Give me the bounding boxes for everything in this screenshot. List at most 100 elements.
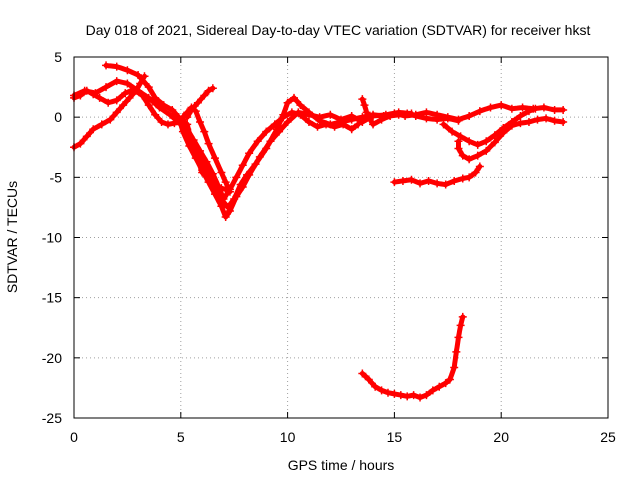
data-point xyxy=(473,140,482,149)
data-point xyxy=(76,91,85,100)
series-track-k xyxy=(454,114,568,164)
data-point xyxy=(439,120,448,129)
data-point xyxy=(193,155,202,164)
x-tick-label: 5 xyxy=(177,429,185,445)
data-point xyxy=(217,168,226,177)
data-point xyxy=(202,157,211,166)
data-point xyxy=(358,95,367,104)
data-point xyxy=(403,109,412,118)
data-point xyxy=(76,139,85,148)
data-point xyxy=(255,152,264,161)
data-point xyxy=(144,101,153,110)
data-point xyxy=(125,93,134,102)
data-point xyxy=(422,114,431,123)
data-point xyxy=(497,101,506,110)
data-point xyxy=(217,202,226,211)
data-point xyxy=(518,103,527,112)
data-point xyxy=(193,98,202,107)
data-point xyxy=(458,174,467,183)
data-point xyxy=(524,117,533,126)
data-point xyxy=(166,110,175,119)
series-track-l xyxy=(390,162,484,189)
data-point xyxy=(296,110,305,119)
data-point xyxy=(471,168,480,177)
y-tick-label: -5 xyxy=(50,169,63,185)
data-point xyxy=(304,117,313,126)
data-point xyxy=(433,179,442,188)
data-point xyxy=(313,122,322,131)
data-point xyxy=(178,127,187,136)
data-point xyxy=(210,190,219,199)
data-point xyxy=(454,116,463,125)
series-track-m xyxy=(358,312,467,402)
data-point xyxy=(516,111,525,120)
data-point xyxy=(183,108,192,117)
data-point xyxy=(360,101,369,110)
data-point xyxy=(151,93,160,102)
data-point xyxy=(362,108,371,117)
data-point xyxy=(208,84,217,93)
data-point xyxy=(204,86,213,95)
data-point xyxy=(144,83,153,92)
data-point xyxy=(296,101,305,110)
data-point xyxy=(225,207,234,216)
data-point xyxy=(390,389,399,398)
x-tick-label: 10 xyxy=(280,429,296,445)
y-axis-label: SDTVAR / TECUs xyxy=(4,181,20,293)
series-band xyxy=(455,115,566,162)
data-point xyxy=(490,138,499,147)
data-point xyxy=(473,151,482,160)
data-point xyxy=(445,375,454,384)
series-track-i xyxy=(358,95,463,129)
data-point xyxy=(364,113,373,122)
data-point xyxy=(358,369,367,378)
data-point xyxy=(422,391,431,400)
data-point xyxy=(456,321,465,330)
data-point xyxy=(157,117,166,126)
data-point xyxy=(396,391,405,400)
data-point xyxy=(198,168,207,177)
data-point xyxy=(106,115,115,124)
series-band xyxy=(71,78,566,210)
data-point xyxy=(238,161,247,170)
data-point xyxy=(394,110,403,119)
data-point xyxy=(283,117,292,126)
data-point xyxy=(187,137,196,146)
data-point xyxy=(482,146,491,155)
data-point xyxy=(129,85,138,94)
plot-series xyxy=(70,61,568,402)
data-point xyxy=(516,119,525,128)
data-point xyxy=(89,90,98,99)
data-point xyxy=(134,71,143,80)
data-point xyxy=(221,213,230,222)
data-point xyxy=(102,61,111,70)
data-point xyxy=(210,154,219,163)
data-point xyxy=(409,391,418,400)
series-band xyxy=(359,314,466,400)
x-tick-label: 15 xyxy=(387,429,403,445)
data-point xyxy=(89,125,98,134)
chart-title: Day 018 of 2021, Sidereal Day-to-day VTE… xyxy=(86,22,591,38)
data-point xyxy=(225,187,234,196)
y-tick-label: -10 xyxy=(42,230,62,246)
data-point xyxy=(163,120,172,129)
data-point xyxy=(97,120,106,129)
data-point xyxy=(364,375,373,384)
data-point xyxy=(191,107,200,116)
data-point xyxy=(102,83,111,92)
data-point xyxy=(454,137,463,146)
data-point xyxy=(390,178,399,187)
data-point xyxy=(377,115,386,124)
data-point xyxy=(443,114,452,123)
data-point xyxy=(465,173,474,182)
data-point xyxy=(266,137,275,146)
data-point xyxy=(82,132,91,141)
y-tick-label: -15 xyxy=(42,290,62,306)
data-point xyxy=(486,103,495,112)
data-point xyxy=(159,101,168,110)
data-point xyxy=(290,93,299,102)
data-point xyxy=(358,117,367,126)
data-point xyxy=(112,96,121,105)
data-point xyxy=(326,110,335,119)
